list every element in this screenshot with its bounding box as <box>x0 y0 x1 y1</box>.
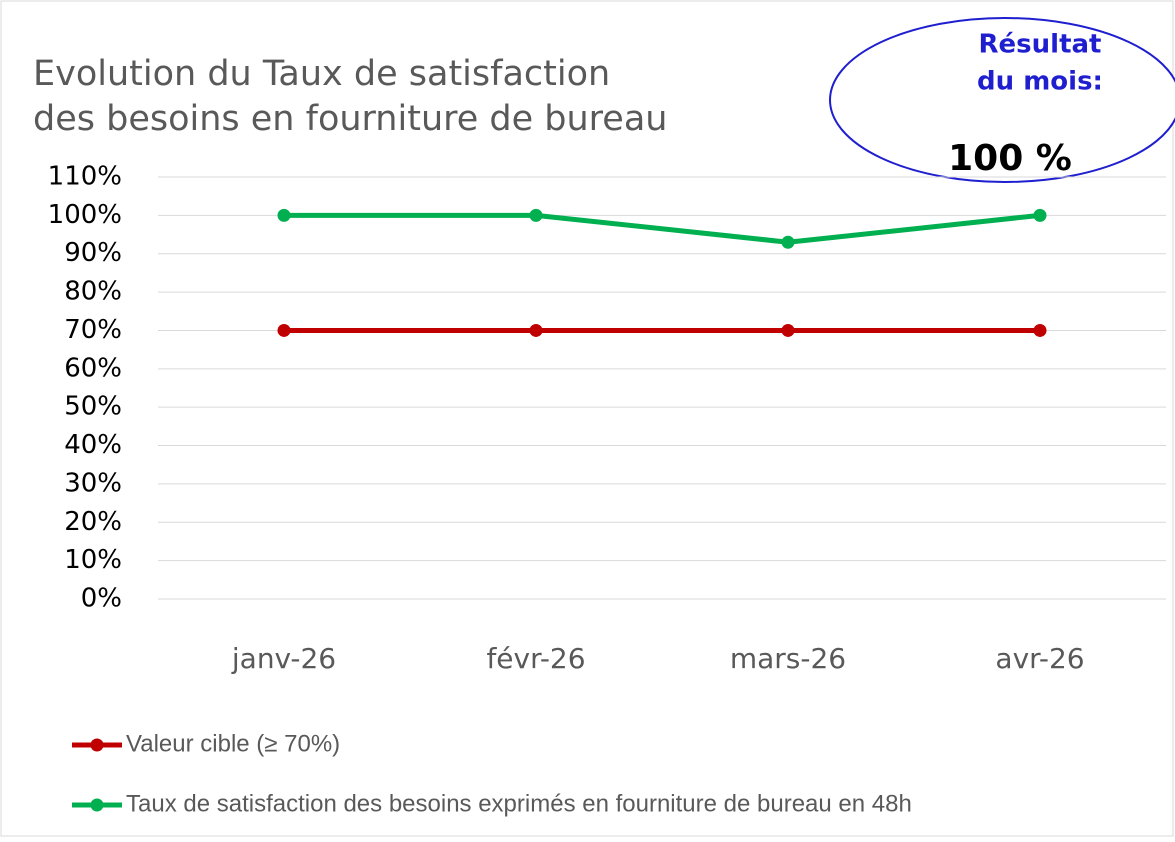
series-marker <box>1033 323 1047 337</box>
legend-label: Valeur cible (≥ 70%) <box>126 730 340 757</box>
x-tick-label: avr-26 <box>995 642 1084 675</box>
y-tick-label: 40% <box>64 430 122 460</box>
legend-marker <box>90 798 104 812</box>
y-tick-label: 30% <box>64 468 122 498</box>
chart-title: des besoins en fourniture de bureau <box>33 99 667 139</box>
annotation-text: du mois: <box>977 67 1103 97</box>
y-tick-label: 60% <box>64 353 122 383</box>
series-marker <box>529 323 543 337</box>
x-tick-label: mars-26 <box>730 642 846 675</box>
y-tick-label: 100% <box>48 200 122 230</box>
y-tick-label: 90% <box>64 238 122 268</box>
x-tick-label: janv-26 <box>231 642 336 675</box>
annotation-text: Résultat <box>979 30 1102 60</box>
legend-marker <box>90 738 104 752</box>
series-marker <box>277 208 291 222</box>
x-tick-label: févr-26 <box>486 642 585 675</box>
series-line <box>284 212 1041 245</box>
annotation-value: 100 % <box>948 138 1072 179</box>
annotation-bubble <box>829 17 1175 183</box>
y-tick-label: 0% <box>81 584 122 614</box>
y-tick-label: 10% <box>64 545 122 575</box>
series-marker <box>781 323 795 337</box>
y-tick-label: 50% <box>64 392 122 422</box>
series-marker <box>277 323 291 337</box>
y-tick-label: 20% <box>64 507 122 537</box>
chart-title: Evolution du Taux de satisfaction <box>33 54 610 94</box>
y-tick-label: 110% <box>48 162 122 192</box>
legend-label: Taux de satisfaction des besoins exprimé… <box>126 790 912 817</box>
series-marker <box>781 235 795 249</box>
y-tick-label: 70% <box>64 315 122 345</box>
series-marker <box>1033 208 1047 222</box>
series-marker <box>529 208 543 222</box>
y-tick-label: 80% <box>64 277 122 307</box>
